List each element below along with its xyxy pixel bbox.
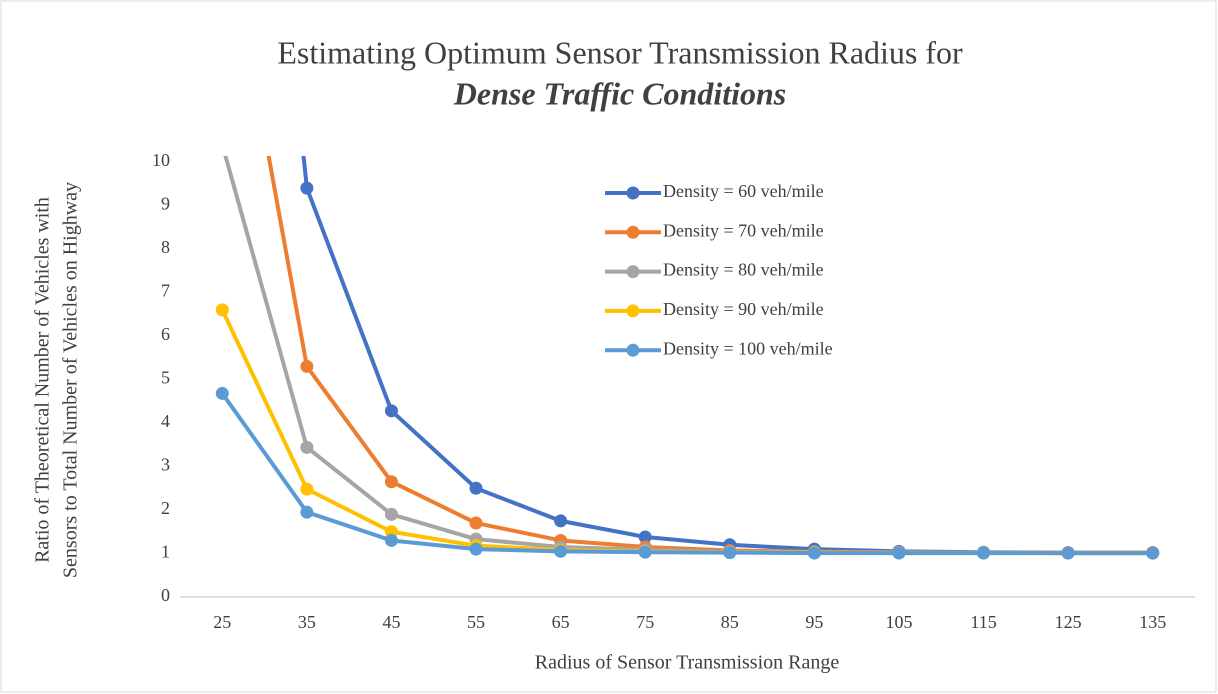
plot-area [215, 156, 1160, 560]
legend-label: Density = 60 veh/mile [663, 181, 824, 201]
data-point [638, 530, 652, 544]
data-point [300, 181, 314, 195]
y-tick-label: 1 [161, 542, 170, 562]
data-point [300, 440, 314, 454]
legend-label: Density = 80 veh/mile [663, 260, 824, 280]
legend-marker [626, 304, 640, 318]
x-tick-label: 75 [636, 612, 654, 632]
x-tick-label: 115 [970, 612, 996, 632]
x-tick-label: 45 [382, 612, 400, 632]
x-tick-label: 125 [1055, 612, 1082, 632]
data-point [384, 533, 398, 547]
data-point [1061, 546, 1075, 560]
series-line [220, 392, 1153, 556]
legend-marker [626, 265, 640, 279]
x-tick-label: 55 [467, 612, 485, 632]
chart-title: Estimating Optimum Sensor Transmission R… [277, 34, 963, 70]
data-point [469, 481, 483, 495]
data-point [977, 546, 991, 560]
data-point [554, 544, 568, 558]
y-tick-label: 3 [161, 455, 170, 475]
legend-label: Density = 100 veh/mile [663, 338, 833, 358]
legend-marker [626, 343, 640, 357]
y-tick-label: 10 [152, 150, 170, 170]
data-point [300, 482, 314, 496]
x-tick-label: 95 [805, 612, 823, 632]
data-point [469, 516, 483, 530]
y-tick-label: 5 [161, 368, 170, 388]
data-point [384, 475, 398, 489]
chart-title: Dense Traffic Conditions [453, 75, 786, 111]
legend-marker [626, 225, 640, 239]
y-axis-label: Ratio of Theoretical Number of Vehicles … [32, 197, 54, 563]
data-point [384, 404, 398, 418]
x-tick-label: 25 [213, 612, 231, 632]
data-point [554, 514, 568, 528]
data-point [215, 386, 229, 400]
x-axis-label: Radius of Sensor Transmission Range [535, 652, 840, 674]
data-point [300, 359, 314, 373]
legend-label: Density = 70 veh/mile [663, 220, 824, 240]
legend-marker [626, 186, 640, 200]
data-point [638, 545, 652, 559]
y-tick-label: 0 [161, 585, 170, 605]
x-tick-label: 105 [885, 612, 912, 632]
data-point [892, 546, 906, 560]
data-point [300, 505, 314, 519]
data-point [723, 546, 737, 560]
y-tick-label: 9 [161, 194, 170, 214]
data-point [1146, 546, 1160, 560]
x-tick-label: 35 [298, 612, 316, 632]
y-tick-label: 2 [161, 498, 170, 518]
x-tick-label: 65 [552, 612, 570, 632]
x-tick-label: 85 [721, 612, 739, 632]
legend-label: Density = 90 veh/mile [663, 299, 824, 319]
y-axis-label: Sensors to Total Number of Vehicles on H… [60, 182, 82, 578]
data-point [384, 507, 398, 521]
y-tick-label: 6 [161, 324, 170, 344]
data-point [469, 542, 483, 556]
y-tick-label: 4 [161, 411, 170, 431]
x-tick-label: 135 [1139, 612, 1166, 632]
y-tick-label: 8 [161, 237, 170, 257]
data-point [807, 546, 821, 560]
data-point [215, 303, 229, 317]
y-tick-label: 7 [161, 281, 170, 301]
